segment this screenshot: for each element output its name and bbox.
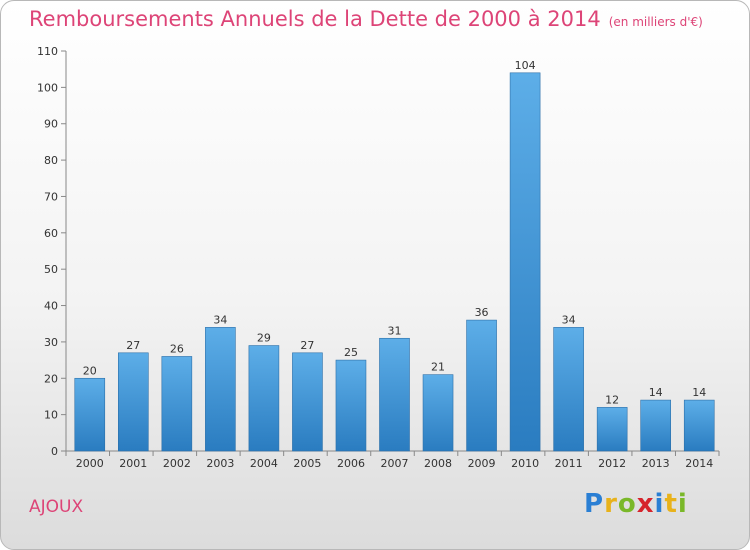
y-tick-label: 110 bbox=[37, 45, 58, 58]
bar-2012 bbox=[596, 407, 628, 452]
chart-title: Remboursements Annuels de la Dette de 20… bbox=[29, 7, 703, 31]
value-label-2013: 14 bbox=[649, 386, 663, 399]
bar-2009 bbox=[466, 319, 497, 452]
value-label-2008: 21 bbox=[431, 361, 445, 374]
value-label-2004: 29 bbox=[257, 332, 271, 345]
y-tick-label: 30 bbox=[44, 336, 58, 349]
x-tick-label-2003: 2003 bbox=[206, 457, 234, 470]
value-label-2002: 26 bbox=[170, 342, 184, 355]
bar-2014 bbox=[683, 399, 715, 452]
chart-value-labels: 20 27 26 34 29 27 25 31 21 36 104 34 12 14 14 bbox=[83, 59, 706, 407]
x-tick-label-2014: 2014 bbox=[685, 457, 713, 470]
value-label-2011: 34 bbox=[562, 313, 576, 326]
value-label-2003: 34 bbox=[213, 313, 227, 326]
logo-letter: x bbox=[636, 489, 655, 519]
value-label-2010: 104 bbox=[515, 59, 536, 72]
value-label-2005: 27 bbox=[300, 339, 314, 352]
x-tick-label-2012: 2012 bbox=[598, 457, 626, 470]
x-tick-label-2005: 2005 bbox=[293, 457, 321, 470]
bar-2010 bbox=[509, 72, 541, 452]
y-tick-label: 50 bbox=[44, 263, 58, 276]
value-label-2014: 14 bbox=[692, 386, 706, 399]
bar-2003 bbox=[205, 327, 236, 452]
bar-2007 bbox=[379, 337, 410, 452]
bar-2002 bbox=[161, 356, 193, 452]
x-tick-label-2008: 2008 bbox=[424, 457, 452, 470]
logo-letter: o bbox=[617, 489, 637, 519]
logo-letter: r bbox=[604, 489, 618, 519]
y-tick-label: 100 bbox=[37, 81, 58, 94]
value-label-2009: 36 bbox=[475, 306, 489, 319]
y-tick-label: 70 bbox=[44, 190, 58, 203]
value-label-2012: 12 bbox=[605, 393, 619, 406]
value-label-2007: 31 bbox=[388, 324, 402, 337]
chart-axes: 0 10 20 30 40 50 60 70 80 90 100 110 2000 2001 2002 200… bbox=[37, 45, 720, 470]
bar-2006 bbox=[335, 359, 367, 452]
proxiti-logo: Proxiti bbox=[584, 489, 688, 519]
x-tick-label-2006: 2006 bbox=[337, 457, 365, 470]
chart-bars bbox=[74, 72, 715, 452]
x-tick-label-2004: 2004 bbox=[250, 457, 278, 470]
y-tick-label: 60 bbox=[44, 227, 58, 240]
bar-2011 bbox=[553, 327, 584, 452]
bar-2013 bbox=[640, 399, 672, 452]
x-tick-label-2007: 2007 bbox=[381, 457, 409, 470]
value-label-2001: 27 bbox=[126, 339, 140, 352]
value-label-2006: 25 bbox=[344, 346, 358, 359]
x-tick-label-2009: 2009 bbox=[468, 457, 496, 470]
logo-letter: P bbox=[584, 489, 605, 519]
logo-letter: t bbox=[664, 489, 678, 519]
y-tick-label: 90 bbox=[44, 118, 58, 131]
x-tick-label-2002: 2002 bbox=[163, 457, 191, 470]
y-tick-label: 0 bbox=[51, 445, 58, 458]
value-label-2000: 20 bbox=[83, 364, 97, 377]
bar-2008 bbox=[422, 374, 454, 452]
y-tick-label: 10 bbox=[44, 409, 58, 422]
logo-letter: i bbox=[654, 489, 665, 519]
x-tick-label-2013: 2013 bbox=[642, 457, 670, 470]
logo-letter: i bbox=[677, 489, 688, 519]
y-tick-label: 20 bbox=[44, 372, 58, 385]
y-tick-label: 40 bbox=[44, 300, 58, 313]
town-name: AJOUX bbox=[29, 497, 84, 517]
y-tick-label: 80 bbox=[44, 154, 58, 167]
x-tick-label-2000: 2000 bbox=[76, 457, 104, 470]
bar-2001 bbox=[118, 352, 149, 452]
x-tick-label-2010: 2010 bbox=[511, 457, 539, 470]
bar-2005 bbox=[292, 352, 323, 452]
chart-title-text: Remboursements Annuels de la Dette de 20… bbox=[29, 7, 601, 31]
chart-title-unit: (en milliers d'€) bbox=[608, 15, 703, 29]
x-tick-label-2001: 2001 bbox=[119, 457, 147, 470]
bar-2004 bbox=[248, 345, 280, 452]
x-tick-label-2011: 2011 bbox=[555, 457, 583, 470]
bar-2000 bbox=[74, 377, 106, 452]
